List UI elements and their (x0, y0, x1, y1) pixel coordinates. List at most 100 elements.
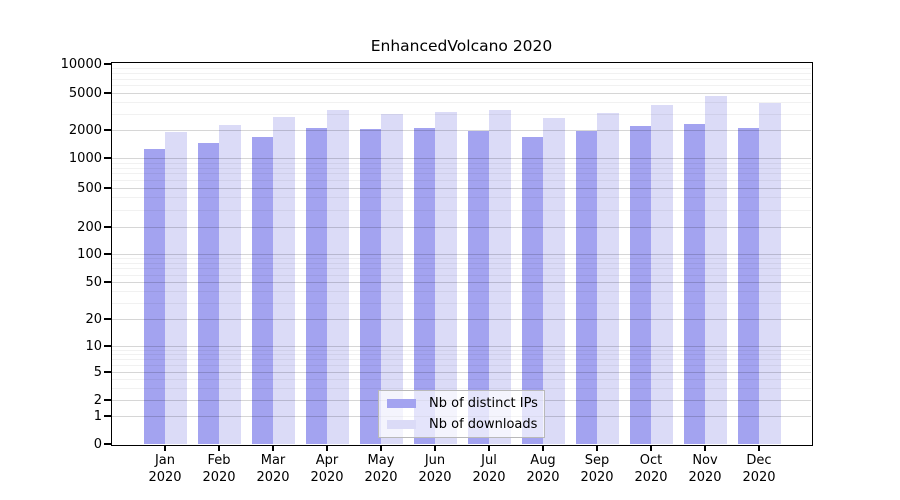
x-tick (542, 445, 544, 451)
x-tick-label: Mar 2020 (256, 453, 290, 485)
bar-downloads (651, 104, 673, 444)
y-tick-label: 5 (93, 364, 102, 380)
gridline-minor (112, 378, 811, 380)
gridline-minor (112, 209, 811, 211)
x-tick-label: Jul 2020 (472, 453, 506, 485)
y-tick (104, 281, 111, 283)
x-tick (326, 445, 328, 451)
gridline-minor (112, 68, 811, 70)
gridline-minor (112, 180, 811, 182)
x-tick (164, 445, 166, 451)
y-tick-label: 20 (85, 311, 102, 327)
y-tick-label: 50 (85, 274, 102, 290)
bar-distinct-ips (197, 142, 219, 444)
x-tick (434, 445, 436, 451)
x-tick-label: Apr 2020 (310, 453, 344, 485)
gridline-major (112, 227, 811, 228)
bar-distinct-ips (629, 126, 651, 444)
bar-distinct-ips (251, 136, 273, 444)
x-tick-label: Jan 2020 (148, 453, 182, 485)
bar-downloads (489, 109, 511, 444)
y-tick-label: 2 (93, 392, 102, 408)
bar-downloads (435, 111, 457, 444)
chart-title: EnhancedVolcano 2020 (370, 37, 553, 55)
x-tick-label: Jun 2020 (418, 453, 452, 485)
gridline-minor (112, 263, 811, 264)
gridline-major (112, 158, 811, 159)
y-tick (104, 345, 111, 347)
y-tick-label: 100 (77, 246, 102, 262)
gridline-minor (112, 274, 811, 276)
bar-distinct-ips (143, 148, 165, 444)
legend-item-distinct-ips: Nb of distinct IPs (379, 395, 544, 413)
bar-distinct-ips (737, 128, 759, 444)
legend-swatch-downloads (387, 420, 416, 429)
y-tick-label: 500 (77, 180, 102, 196)
gridline-minor (112, 354, 811, 356)
x-tick-label: Sep 2020 (580, 453, 614, 485)
bar-distinct-ips (359, 129, 381, 444)
gridline-minor (112, 85, 811, 87)
gridline-minor (112, 162, 811, 164)
x-tick-label: Nov 2020 (688, 453, 722, 485)
x-tick (380, 445, 382, 451)
gridline-minor (112, 78, 811, 80)
y-tick (104, 318, 111, 320)
gridline-minor (112, 291, 811, 292)
y-tick (104, 226, 111, 228)
gridline-minor (112, 113, 811, 115)
gridline-minor (112, 197, 811, 199)
gridline-minor (112, 349, 811, 351)
y-tick-label: 200 (77, 219, 102, 235)
x-tick (650, 445, 652, 451)
y-tick-label: 5000 (68, 85, 102, 101)
legend-label: Nb of distinct IPs (429, 395, 538, 411)
x-tick-label: Oct 2020 (634, 453, 668, 485)
x-tick (488, 445, 490, 451)
bar-downloads (165, 132, 187, 444)
y-tick (104, 415, 111, 417)
bar-distinct-ips (467, 131, 489, 444)
bar-downloads (219, 125, 241, 444)
gridline-major (112, 319, 811, 320)
gridline-minor (112, 173, 811, 175)
gridline-minor (112, 365, 811, 367)
gridline-major (112, 130, 811, 131)
bar-distinct-ips (413, 128, 435, 444)
x-tick-label: Dec 2020 (742, 453, 776, 485)
gridline-major (112, 254, 811, 255)
y-tick (104, 92, 111, 94)
x-tick (218, 445, 220, 451)
bar-downloads (597, 112, 619, 444)
y-tick (104, 63, 111, 65)
legend-label: Nb of downloads (429, 416, 538, 432)
gridline-minor (112, 73, 811, 75)
y-tick (104, 129, 111, 131)
gridline-minor (112, 102, 811, 103)
gridline-minor (112, 359, 811, 361)
y-tick (104, 443, 111, 445)
y-tick-label: 10 (85, 338, 102, 354)
bar-distinct-ips (683, 124, 705, 444)
y-tick-label: 0 (93, 436, 102, 452)
bar-downloads (381, 113, 403, 444)
x-tick (704, 445, 706, 451)
bar-distinct-ips (305, 128, 327, 444)
gridline-major (112, 188, 811, 189)
bar-downloads (327, 109, 349, 444)
y-tick-label: 2000 (68, 122, 102, 138)
bar-downloads (273, 117, 295, 444)
y-tick (104, 157, 111, 159)
x-tick-label: Feb 2020 (202, 453, 236, 485)
x-tick-label: Aug 2020 (526, 453, 560, 485)
y-tick (104, 399, 111, 401)
y-tick-label: 1000 (68, 150, 102, 166)
legend-swatch-distinct-ips (387, 399, 416, 408)
gridline-minor (112, 302, 811, 304)
bar-distinct-ips (521, 136, 543, 444)
y-tick (104, 187, 111, 189)
bar-downloads (705, 96, 727, 444)
x-tick (272, 445, 274, 451)
gridline-major (112, 93, 811, 94)
